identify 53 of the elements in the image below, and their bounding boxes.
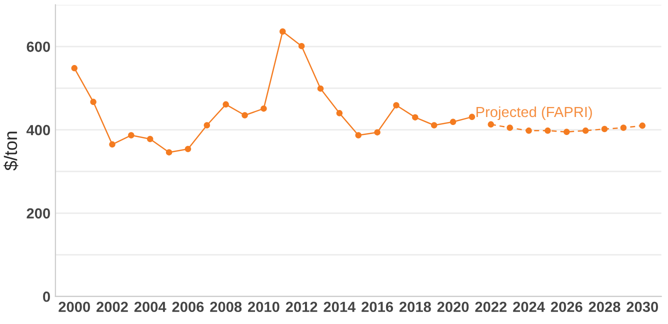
point [412, 114, 418, 120]
point [109, 141, 116, 148]
x-tick-label: 2026 [550, 302, 582, 312]
x-tick-label: 2030 [626, 302, 658, 312]
y-tick-label: 0 [43, 292, 50, 302]
point [468, 114, 476, 120]
point [564, 128, 570, 136]
point [355, 132, 362, 138]
point [146, 136, 154, 142]
point [582, 128, 589, 134]
x-tick-label: 2000 [58, 302, 90, 312]
x-tick-label: 2028 [588, 302, 620, 312]
y-axis-title: $/ton [4, 132, 18, 171]
point [620, 124, 627, 131]
point [450, 118, 456, 126]
point [601, 126, 608, 132]
point [393, 102, 400, 108]
x-tick-label: 2004 [134, 302, 166, 312]
point [317, 85, 324, 92]
point [374, 129, 380, 136]
x-tick-label: 2024 [513, 302, 545, 312]
x-tick-label: 2012 [286, 302, 318, 312]
point [488, 121, 494, 128]
point [128, 132, 134, 138]
x-tick-label: 2002 [96, 302, 128, 312]
x-tick-label: 2022 [475, 302, 507, 312]
point [184, 146, 192, 152]
x-tick-label: 2010 [248, 302, 280, 312]
point [336, 110, 343, 116]
point [298, 42, 305, 50]
x-tick-label: 2016 [362, 302, 394, 312]
point [242, 112, 248, 118]
point [166, 149, 172, 156]
point [430, 122, 438, 128]
annotation: Projected (FAPRI) [476, 106, 592, 120]
x-tick-label: 2014 [324, 302, 356, 312]
x-tick-label: 2006 [172, 302, 204, 312]
point [506, 124, 513, 131]
y-tick-label: 600 [26, 42, 50, 52]
x-tick-label: 2020 [437, 302, 469, 312]
point [280, 28, 286, 35]
y-tick-label: 400 [26, 124, 50, 136]
point [639, 122, 646, 129]
point [204, 122, 210, 128]
point [71, 65, 78, 72]
x-tick-label: 2008 [210, 302, 242, 312]
point [222, 101, 229, 108]
point [544, 128, 551, 134]
point [526, 128, 532, 134]
point [90, 98, 96, 106]
y-tick-label: 200 [26, 208, 50, 219]
point [260, 105, 267, 112]
x-tick-label: 2018 [399, 302, 431, 312]
